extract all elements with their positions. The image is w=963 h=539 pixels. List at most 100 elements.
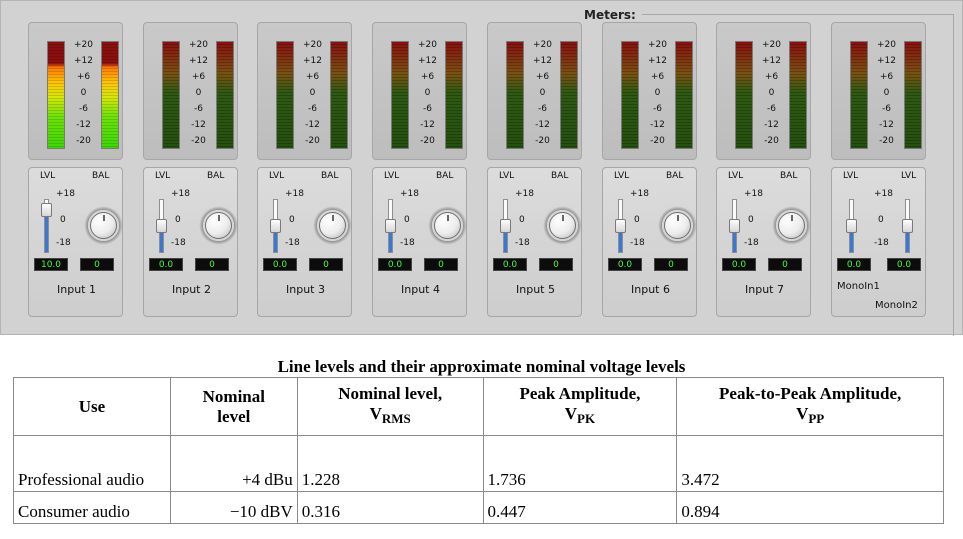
lvl-label: LVL	[499, 171, 515, 181]
level-slider-thumb[interactable]	[729, 219, 740, 233]
bal-label: BAL	[551, 171, 569, 181]
scale-tick-label: -6	[882, 104, 891, 114]
level-slider-thumb[interactable]	[41, 203, 52, 217]
control-box: LVL BAL +18 0 -18 0.0 0 Input 6	[602, 167, 697, 317]
scale-tick-label: 0	[424, 88, 431, 98]
balance-readout: 0	[309, 258, 343, 271]
knob-face	[549, 212, 576, 239]
channel-name-left: MonoIn1	[837, 281, 880, 292]
level-readout-left: 0.0	[837, 258, 871, 271]
table-header-row: Use Nominal level Nominal level, VRMS Peak…	[13, 377, 944, 436]
balance-knob[interactable]	[313, 206, 352, 245]
scale-tick-label: +12	[648, 56, 667, 66]
balance-knob[interactable]	[84, 206, 123, 245]
table-row: Professional audio +4 dBu 1.228 1.736 3.…	[13, 435, 944, 492]
level-readout: 10.0	[34, 258, 68, 271]
scale-tick-label: +6	[879, 72, 894, 82]
control-box: LVL BAL +18 0 -18 0.0 0 Input 7	[716, 167, 811, 317]
bal-label: BAL	[321, 171, 339, 181]
scale-tick-label: -6	[308, 104, 317, 114]
channel-name: Input 6	[631, 283, 670, 296]
slider-max-label: +18	[285, 189, 304, 199]
scale-tick-label: -12	[535, 120, 550, 130]
cell-use: Professional audio	[13, 435, 171, 492]
left-level-meter	[506, 41, 524, 149]
level-slider-track[interactable]	[44, 199, 49, 253]
header-use: Use	[13, 377, 171, 436]
scale-tick-label: -6	[538, 104, 547, 114]
header-vpp: Peak-to-Peak Amplitude, VPP	[676, 377, 944, 436]
scale-tick-label: -12	[879, 120, 894, 130]
bal-label: BAL	[436, 171, 454, 181]
balance-readout: 0	[80, 258, 114, 271]
channel-strip: +20 +12 +6 0 -6 -12 -20 LVL BAL +18 0 -18 0.0 0 Input …	[372, 0, 467, 335]
right-level-meter	[560, 41, 578, 149]
slider-max-label: +18	[874, 189, 893, 199]
slider-mid-label: 0	[404, 215, 410, 225]
slider-mid-label: 0	[878, 215, 884, 225]
knob-face	[434, 212, 461, 239]
balance-knob[interactable]	[543, 206, 582, 245]
scale-tick-label: -6	[423, 104, 432, 114]
channel-strip: +20 +12 +6 0 -6 -12 -20 LVL BAL +18 0 -18 0.0 0 Input …	[257, 0, 352, 335]
lvl-label: LVL	[40, 171, 56, 181]
scale-tick-label: -20	[76, 136, 91, 146]
cell-vpk: 0.447	[482, 491, 678, 524]
right-level-meter	[904, 41, 922, 149]
channel-strip: +20 +12 +6 0 -6 -12 -20 LVL BAL +18 0 -18 0.0 0 Input …	[143, 0, 238, 335]
right-level-meter	[101, 41, 119, 149]
scale-tick-label: +6	[420, 72, 435, 82]
scale-tick-label: +20	[418, 40, 437, 50]
scale-tick-label: +6	[305, 72, 320, 82]
knob-face	[90, 212, 117, 239]
level-readout: 0.0	[263, 258, 297, 271]
scale-tick-label: +6	[535, 72, 550, 82]
slider-mid-label: 0	[634, 215, 640, 225]
level-slider-fill	[160, 226, 163, 252]
level-readout: 0.0	[608, 258, 642, 271]
line-levels-table: Use Nominal level Nominal level, VRMS Peak…	[13, 377, 944, 524]
scale-tick-label: 0	[195, 88, 202, 98]
level-slider-thumb[interactable]	[615, 219, 626, 233]
balance-knob[interactable]	[428, 206, 467, 245]
cell-vpp: 3.472	[676, 435, 944, 492]
balance-knob[interactable]	[199, 206, 238, 245]
level-readout-right: 0.0	[887, 258, 921, 271]
bal-label: BAL	[666, 171, 684, 181]
level-slider-right-thumb[interactable]	[902, 219, 913, 233]
channel-name: Input 3	[286, 283, 325, 296]
channel-strip: +20 +12 +6 0 -6 -12 -20 LVL BAL +18 0 -18 0.0 0 Input …	[487, 0, 582, 335]
level-slider-thumb[interactable]	[500, 219, 511, 233]
scale-tick-label: +20	[189, 40, 208, 50]
scale-tick-label: -12	[76, 120, 91, 130]
bal-label: BAL	[780, 171, 798, 181]
table-title: Line levels and their approximate nomina…	[277, 357, 686, 376]
level-slider-thumb[interactable]	[156, 219, 167, 233]
slider-min-label: -18	[744, 238, 759, 248]
slider-min-label: -18	[56, 238, 71, 248]
right-level-meter	[789, 41, 807, 149]
meter-scale: +20 +12 +6 0 -6 -12 -20	[295, 40, 330, 150]
level-slider-fill	[45, 205, 48, 252]
left-level-meter	[850, 41, 868, 149]
slider-mid-label: 0	[748, 215, 754, 225]
scale-tick-label: +12	[303, 56, 322, 66]
control-box: LVL BAL +18 0 -18 0.0 0 Input 5	[487, 167, 582, 317]
slider-min-label: -18	[171, 238, 186, 248]
lvl-label: LVL	[384, 171, 400, 181]
cell-vpp: 0.894	[676, 491, 944, 524]
table-row: Consumer audio −10 dBV 0.316 0.447 0.894	[13, 491, 944, 524]
level-slider-left-fill	[850, 226, 853, 252]
control-box: LVL BAL +18 0 -18 0.0 0 Input 2	[143, 167, 238, 317]
level-slider-left-thumb[interactable]	[846, 219, 857, 233]
level-slider-fill	[389, 226, 392, 252]
slider-mid-label: 0	[60, 215, 66, 225]
balance-knob[interactable]	[772, 206, 811, 245]
meter-box: +20 +12 +6 0 -6 -12 -20	[372, 22, 467, 160]
level-slider-thumb[interactable]	[270, 219, 281, 233]
balance-knob[interactable]	[658, 206, 697, 245]
level-slider-thumb[interactable]	[385, 219, 396, 233]
slider-mid-label: 0	[519, 215, 525, 225]
level-readout: 0.0	[493, 258, 527, 271]
meter-scale: +20 +12 +6 0 -6 -12 -20	[754, 40, 789, 150]
